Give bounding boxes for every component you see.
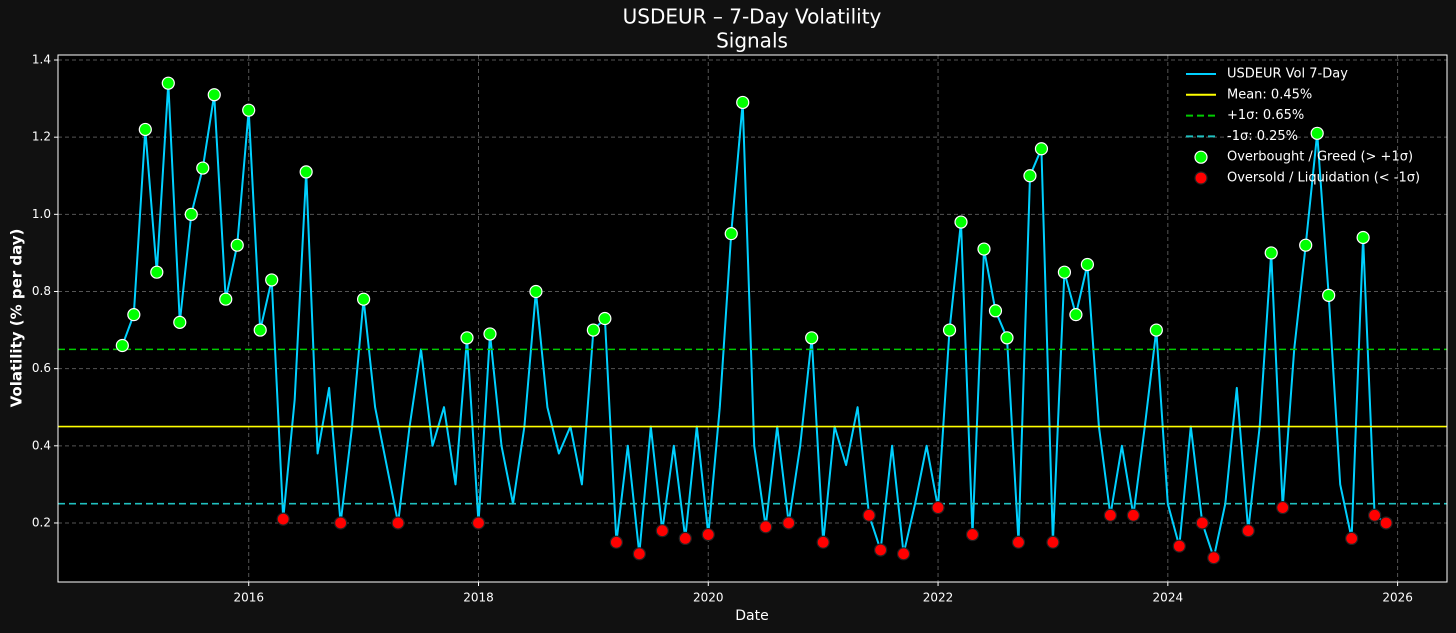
signal-point — [127, 308, 141, 322]
signal-point — [161, 76, 175, 90]
signal-point — [862, 508, 876, 522]
signal-point — [1195, 516, 1209, 530]
signal-point — [1069, 308, 1083, 322]
legend-label: Overbought / Greed (> +1σ) — [1227, 150, 1413, 165]
y-tick-label: 0.8 — [32, 284, 51, 298]
signal-point — [1080, 257, 1094, 272]
signal-point — [896, 547, 911, 561]
signal-point — [276, 512, 290, 526]
signal-point — [931, 500, 945, 515]
signal-point — [1207, 551, 1221, 565]
signal-point — [988, 304, 1003, 318]
y-tick-label: 1.2 — [32, 130, 51, 144]
signal-point — [150, 265, 164, 279]
signal-point — [1345, 531, 1359, 546]
signal-point — [299, 165, 313, 179]
x-tick-label: 2026 — [1382, 591, 1413, 605]
signal-point — [357, 292, 371, 306]
legend-swatch — [1194, 150, 1208, 164]
legend-label: +1σ: 0.65% — [1227, 108, 1304, 123]
signal-point — [529, 284, 543, 299]
signal-point — [586, 323, 600, 337]
signal-point — [782, 516, 796, 530]
signal-point — [1023, 169, 1037, 183]
signal-point — [1299, 238, 1313, 252]
plot-area — [58, 55, 1447, 582]
signal-point — [1126, 508, 1140, 522]
signal-point — [1356, 230, 1370, 245]
signal-point — [334, 516, 348, 530]
signal-point — [1241, 524, 1255, 538]
signal-point — [391, 516, 405, 530]
signal-point — [1149, 323, 1163, 337]
signal-point — [736, 95, 750, 110]
signal-point — [253, 323, 267, 337]
chart-subtitle: Signals — [716, 29, 788, 53]
signal-point — [965, 527, 980, 542]
signal-point — [1379, 516, 1393, 530]
x-tick-label: 2018 — [463, 591, 494, 605]
signal-point — [632, 547, 646, 561]
signal-point — [1276, 500, 1290, 515]
chart-title: USDEUR – 7-Day Volatility — [623, 5, 882, 29]
signal-point — [954, 215, 968, 229]
x-tick-label: 2024 — [1153, 591, 1184, 605]
signal-point — [265, 273, 279, 287]
y-tick-label: 1.0 — [32, 207, 51, 221]
signal-point — [173, 315, 187, 329]
axes-frame — [57, 54, 1448, 583]
signal-point — [1322, 288, 1336, 302]
signal-point — [460, 331, 474, 345]
volatility-line — [121, 82, 1387, 559]
signal-point — [207, 88, 221, 102]
signal-point — [805, 331, 819, 345]
x-tick-label: 2020 — [693, 591, 724, 605]
y-tick-label: 0.6 — [32, 361, 51, 375]
signal-point — [701, 527, 715, 542]
y-tick-label: 1.4 — [32, 53, 51, 67]
signal-point — [184, 207, 198, 221]
signal-point — [1310, 126, 1324, 140]
y-axis-label: Volatility (% per day) — [8, 229, 26, 408]
signal-point — [678, 531, 692, 546]
signal-point — [230, 238, 244, 252]
x-tick-label: 2022 — [923, 591, 954, 605]
signal-point — [1057, 265, 1072, 279]
y-tick-label: 0.4 — [32, 438, 51, 452]
signal-point — [816, 535, 830, 549]
x-axis-label: Date — [735, 608, 768, 624]
signal-point — [942, 323, 957, 337]
signal-point — [115, 338, 129, 353]
signal-point — [196, 161, 210, 175]
legend-label: Oversold / Liquidation (< -1σ) — [1227, 171, 1420, 186]
signal-point — [1000, 331, 1014, 345]
signal-point — [219, 292, 233, 306]
signal-point — [609, 535, 623, 549]
signal-point — [724, 227, 738, 241]
signal-point — [977, 242, 991, 256]
legend-label: USDEUR Vol 7-Day — [1227, 67, 1348, 82]
y-tick-label: 0.2 — [32, 515, 51, 529]
signal-point — [655, 524, 669, 538]
signal-point — [1103, 508, 1117, 522]
signal-point — [1264, 246, 1278, 260]
signal-point — [138, 122, 152, 137]
legend-swatch — [1194, 171, 1208, 185]
legend-label: Mean: 0.45% — [1227, 87, 1312, 102]
signal-point — [874, 543, 888, 557]
signal-point — [483, 327, 497, 341]
signal-point — [1011, 535, 1026, 549]
signal-point — [1034, 142, 1049, 156]
signal-point — [1172, 539, 1186, 553]
signal-point — [598, 311, 612, 326]
signal-point — [1368, 508, 1382, 522]
x-tick-label: 2016 — [233, 591, 264, 605]
signal-point — [471, 516, 486, 530]
signal-point — [1046, 535, 1060, 549]
signal-point — [242, 103, 256, 117]
signal-point — [759, 520, 773, 534]
legend-label: -1σ: 0.25% — [1227, 129, 1298, 144]
